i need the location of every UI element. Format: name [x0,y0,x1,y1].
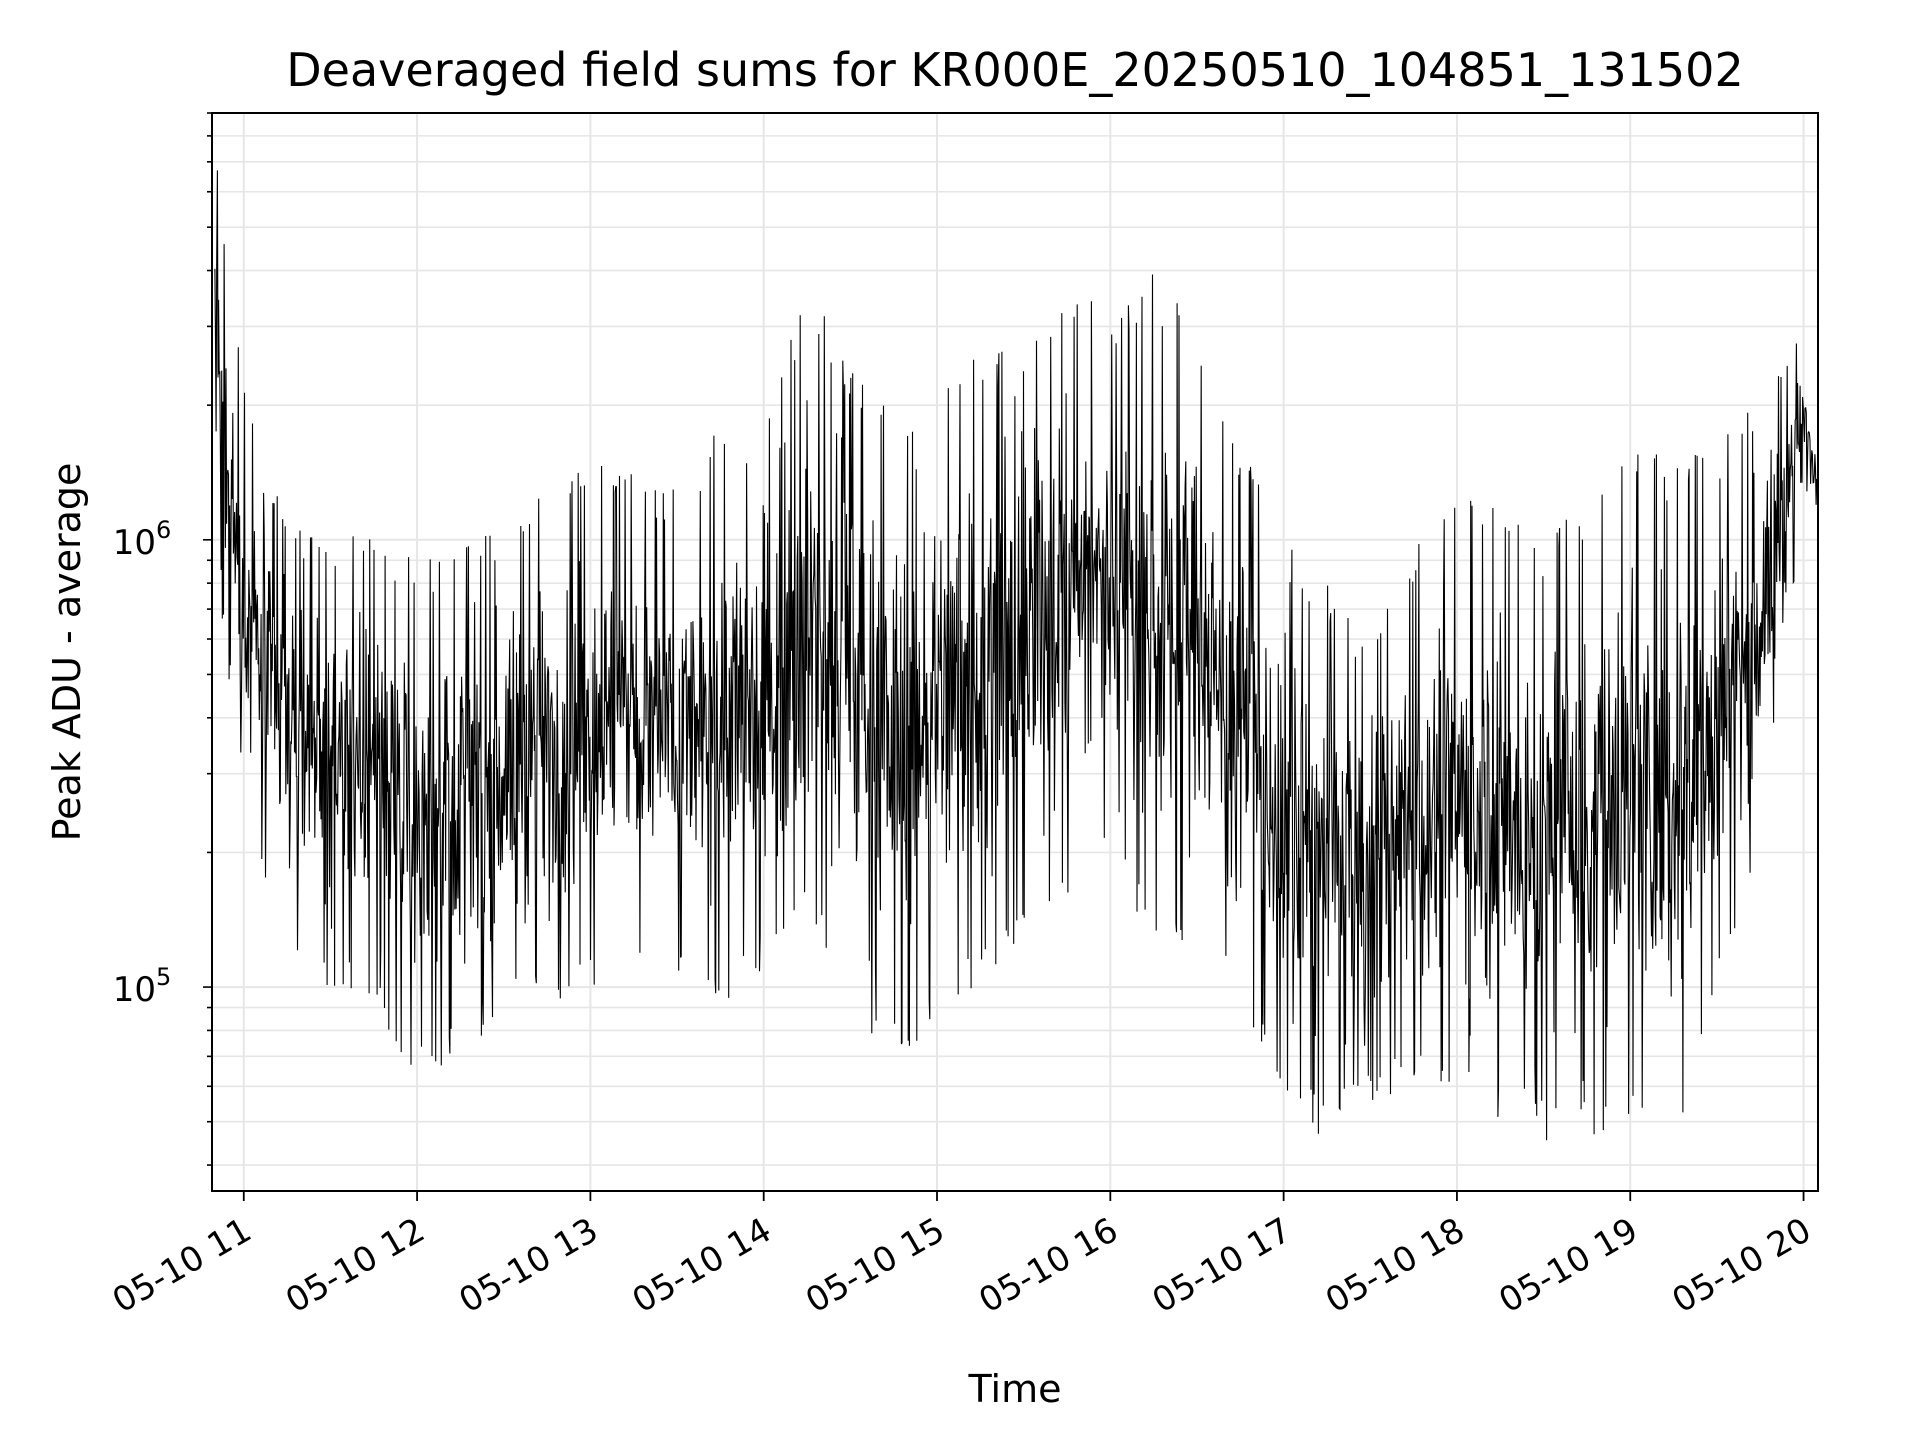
y-axis-label: Peak ADU - average [45,463,89,842]
y-axis: 105 106 [113,112,212,1166]
plot-area-frame [211,112,1819,1192]
y-tick-label: 105 [113,963,172,1010]
data-series [214,170,1819,1141]
x-axis-label: Time [968,1367,1062,1411]
series-line [214,170,1819,1141]
y-tick-label: 106 [113,516,172,563]
chart-title: Deaveraged field sums for KR000E_2025051… [286,43,1743,97]
